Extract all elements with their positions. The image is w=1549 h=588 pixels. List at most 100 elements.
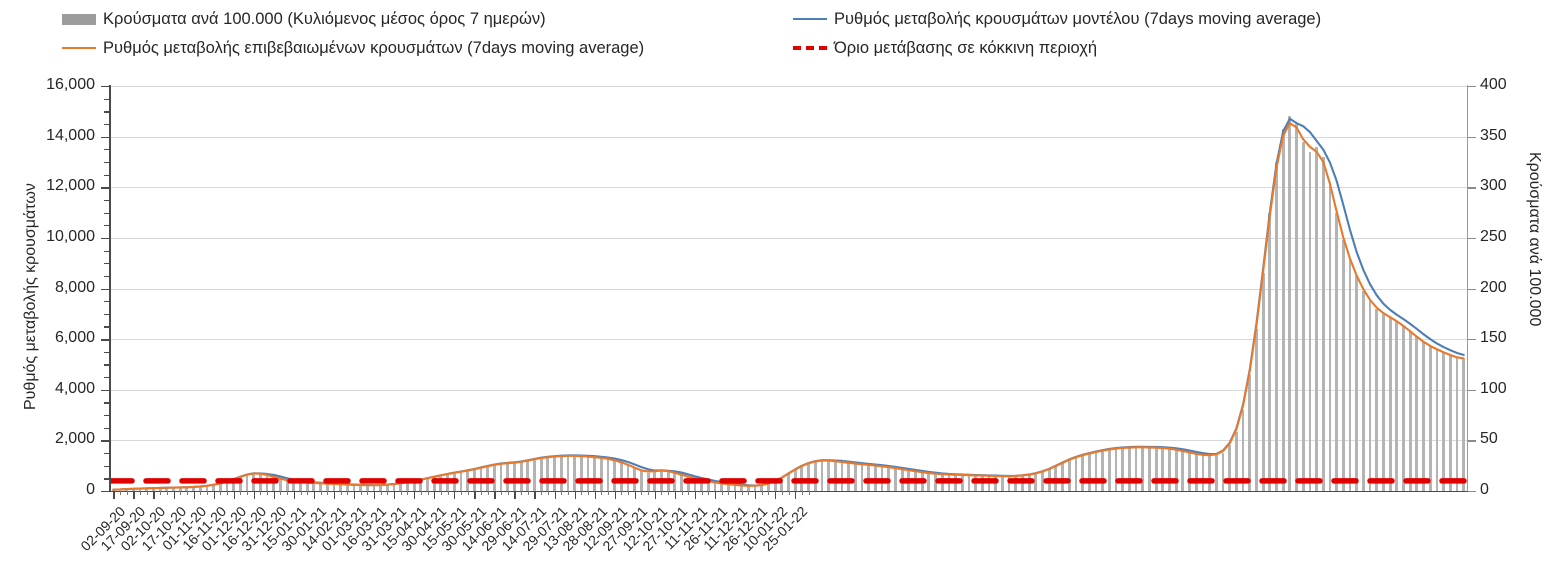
y-axis-right-tick-label: 300 (1480, 177, 1507, 195)
data-bar (640, 470, 643, 491)
data-bar (1422, 342, 1425, 491)
data-bar (1382, 313, 1385, 491)
x-axis-tick (333, 491, 336, 499)
data-bar (1194, 454, 1198, 491)
data-bar (225, 481, 229, 491)
x-axis-minor-tick (648, 491, 650, 495)
x-axis-minor-tick (260, 491, 262, 495)
x-axis-minor-tick (267, 491, 269, 495)
x-axis-minor-tick (581, 491, 583, 495)
y-axis-left-minor-tick (104, 98, 109, 100)
data-bar (680, 474, 683, 491)
data-bar (406, 482, 409, 491)
x-axis-minor-tick (567, 491, 569, 495)
x-axis-tick (414, 491, 416, 499)
x-axis-tick (313, 491, 316, 499)
data-bar (733, 484, 737, 491)
y-axis-left-minor-tick (104, 263, 109, 265)
data-bar (419, 479, 423, 491)
data-bar (1315, 146, 1318, 491)
data-bar (372, 485, 376, 491)
data-bar (158, 487, 162, 491)
data-bar (1388, 316, 1392, 491)
data-bar (1455, 357, 1459, 491)
y-axis-left-minor-tick (104, 149, 109, 151)
data-bar (1281, 128, 1285, 491)
y-axis-left-minor-tick (104, 111, 109, 113)
legend-item-confirmed-rate[interactable]: Ρυθμός μεταβολής επιβεβαιωμένων κρουσμάτ… (62, 40, 644, 57)
x-axis-minor-tick (240, 491, 242, 495)
data-bar (1221, 452, 1225, 491)
x-axis-minor-tick (120, 491, 122, 495)
data-bar (185, 487, 189, 491)
y-axis-left-minor-tick (104, 326, 109, 328)
data-bar (1428, 346, 1432, 491)
x-axis-minor-tick (440, 491, 442, 495)
data-bar (399, 483, 403, 491)
data-bar (860, 464, 864, 491)
x-axis-minor-tick (768, 491, 770, 495)
data-bar (1007, 476, 1011, 491)
data-bar (1301, 141, 1305, 491)
legend-item-bars[interactable]: Κρούσματα ανά 100.000 (Κυλιόμενος μέσος … (62, 11, 546, 28)
x-axis-minor-tick (688, 491, 690, 495)
x-axis-tick (795, 491, 797, 499)
data-bar (312, 482, 316, 491)
y-axis-left-minor-tick (104, 364, 109, 366)
x-axis-minor-tick (220, 491, 222, 495)
data-bar (1101, 450, 1105, 491)
data-bar (960, 475, 964, 491)
x-axis-minor-tick (300, 491, 302, 495)
y-axis-left-minor-tick (104, 275, 109, 278)
data-bar (546, 457, 550, 491)
data-bar (1107, 449, 1111, 491)
data-bar (1161, 447, 1165, 491)
x-axis-tick (153, 491, 155, 499)
y-axis-left-tick-label: 10,000 (46, 227, 95, 245)
data-bar (626, 464, 630, 491)
data-bar (526, 460, 530, 491)
data-bar (198, 486, 202, 491)
x-axis-minor-tick (400, 491, 402, 495)
x-axis-tick (714, 491, 717, 499)
x-axis-minor-tick (741, 491, 743, 495)
legend-item-threshold[interactable]: Όριο μετάβασης σε κόκκινη περιοχή (793, 40, 1097, 57)
x-axis-minor-tick (460, 491, 462, 495)
data-bar (827, 460, 830, 491)
legend-item-model-rate[interactable]: Ρυθμός μεταβολής κρουσμάτων μοντέλου (7d… (793, 11, 1321, 28)
data-bar (1114, 448, 1118, 491)
x-axis-minor-tick (541, 491, 543, 495)
data-bar (379, 485, 383, 491)
y-axis-left-minor-tick (104, 301, 109, 303)
data-bar (1275, 161, 1278, 491)
x-axis-tick (213, 491, 215, 499)
data-bar (1395, 320, 1399, 491)
y-axis-right-tick-label: 400 (1480, 76, 1507, 93)
data-bar (1074, 457, 1078, 491)
x-axis-tick (534, 491, 536, 499)
x-axis-minor-tick (781, 491, 783, 495)
y-axis-left-tick-label: 2,000 (54, 430, 95, 448)
data-bar (1174, 449, 1178, 491)
x-axis-tick (514, 491, 516, 499)
x-axis-minor-tick (561, 491, 563, 495)
x-axis-minor-tick (160, 491, 162, 495)
y-axis-right-tick (1468, 86, 1476, 88)
x-axis-minor-tick (788, 491, 790, 495)
data-bar (693, 478, 697, 491)
data-bar (352, 484, 356, 491)
x-axis-tick (353, 491, 356, 499)
y-axis-left-minor-tick (104, 415, 109, 417)
data-bar (1208, 455, 1212, 491)
data-bar (1001, 476, 1004, 491)
data-bar (426, 478, 429, 491)
y-axis-left-tick-label: 4,000 (54, 379, 95, 397)
data-bar (519, 462, 523, 491)
y-axis-left-minor-tick (104, 123, 109, 126)
data-bar (245, 474, 249, 491)
x-axis-tick (273, 491, 275, 499)
gridline (110, 86, 1467, 87)
data-bar (894, 468, 897, 491)
y-axis-right-tick-label: 250 (1480, 227, 1507, 245)
data-bar (1121, 447, 1125, 491)
